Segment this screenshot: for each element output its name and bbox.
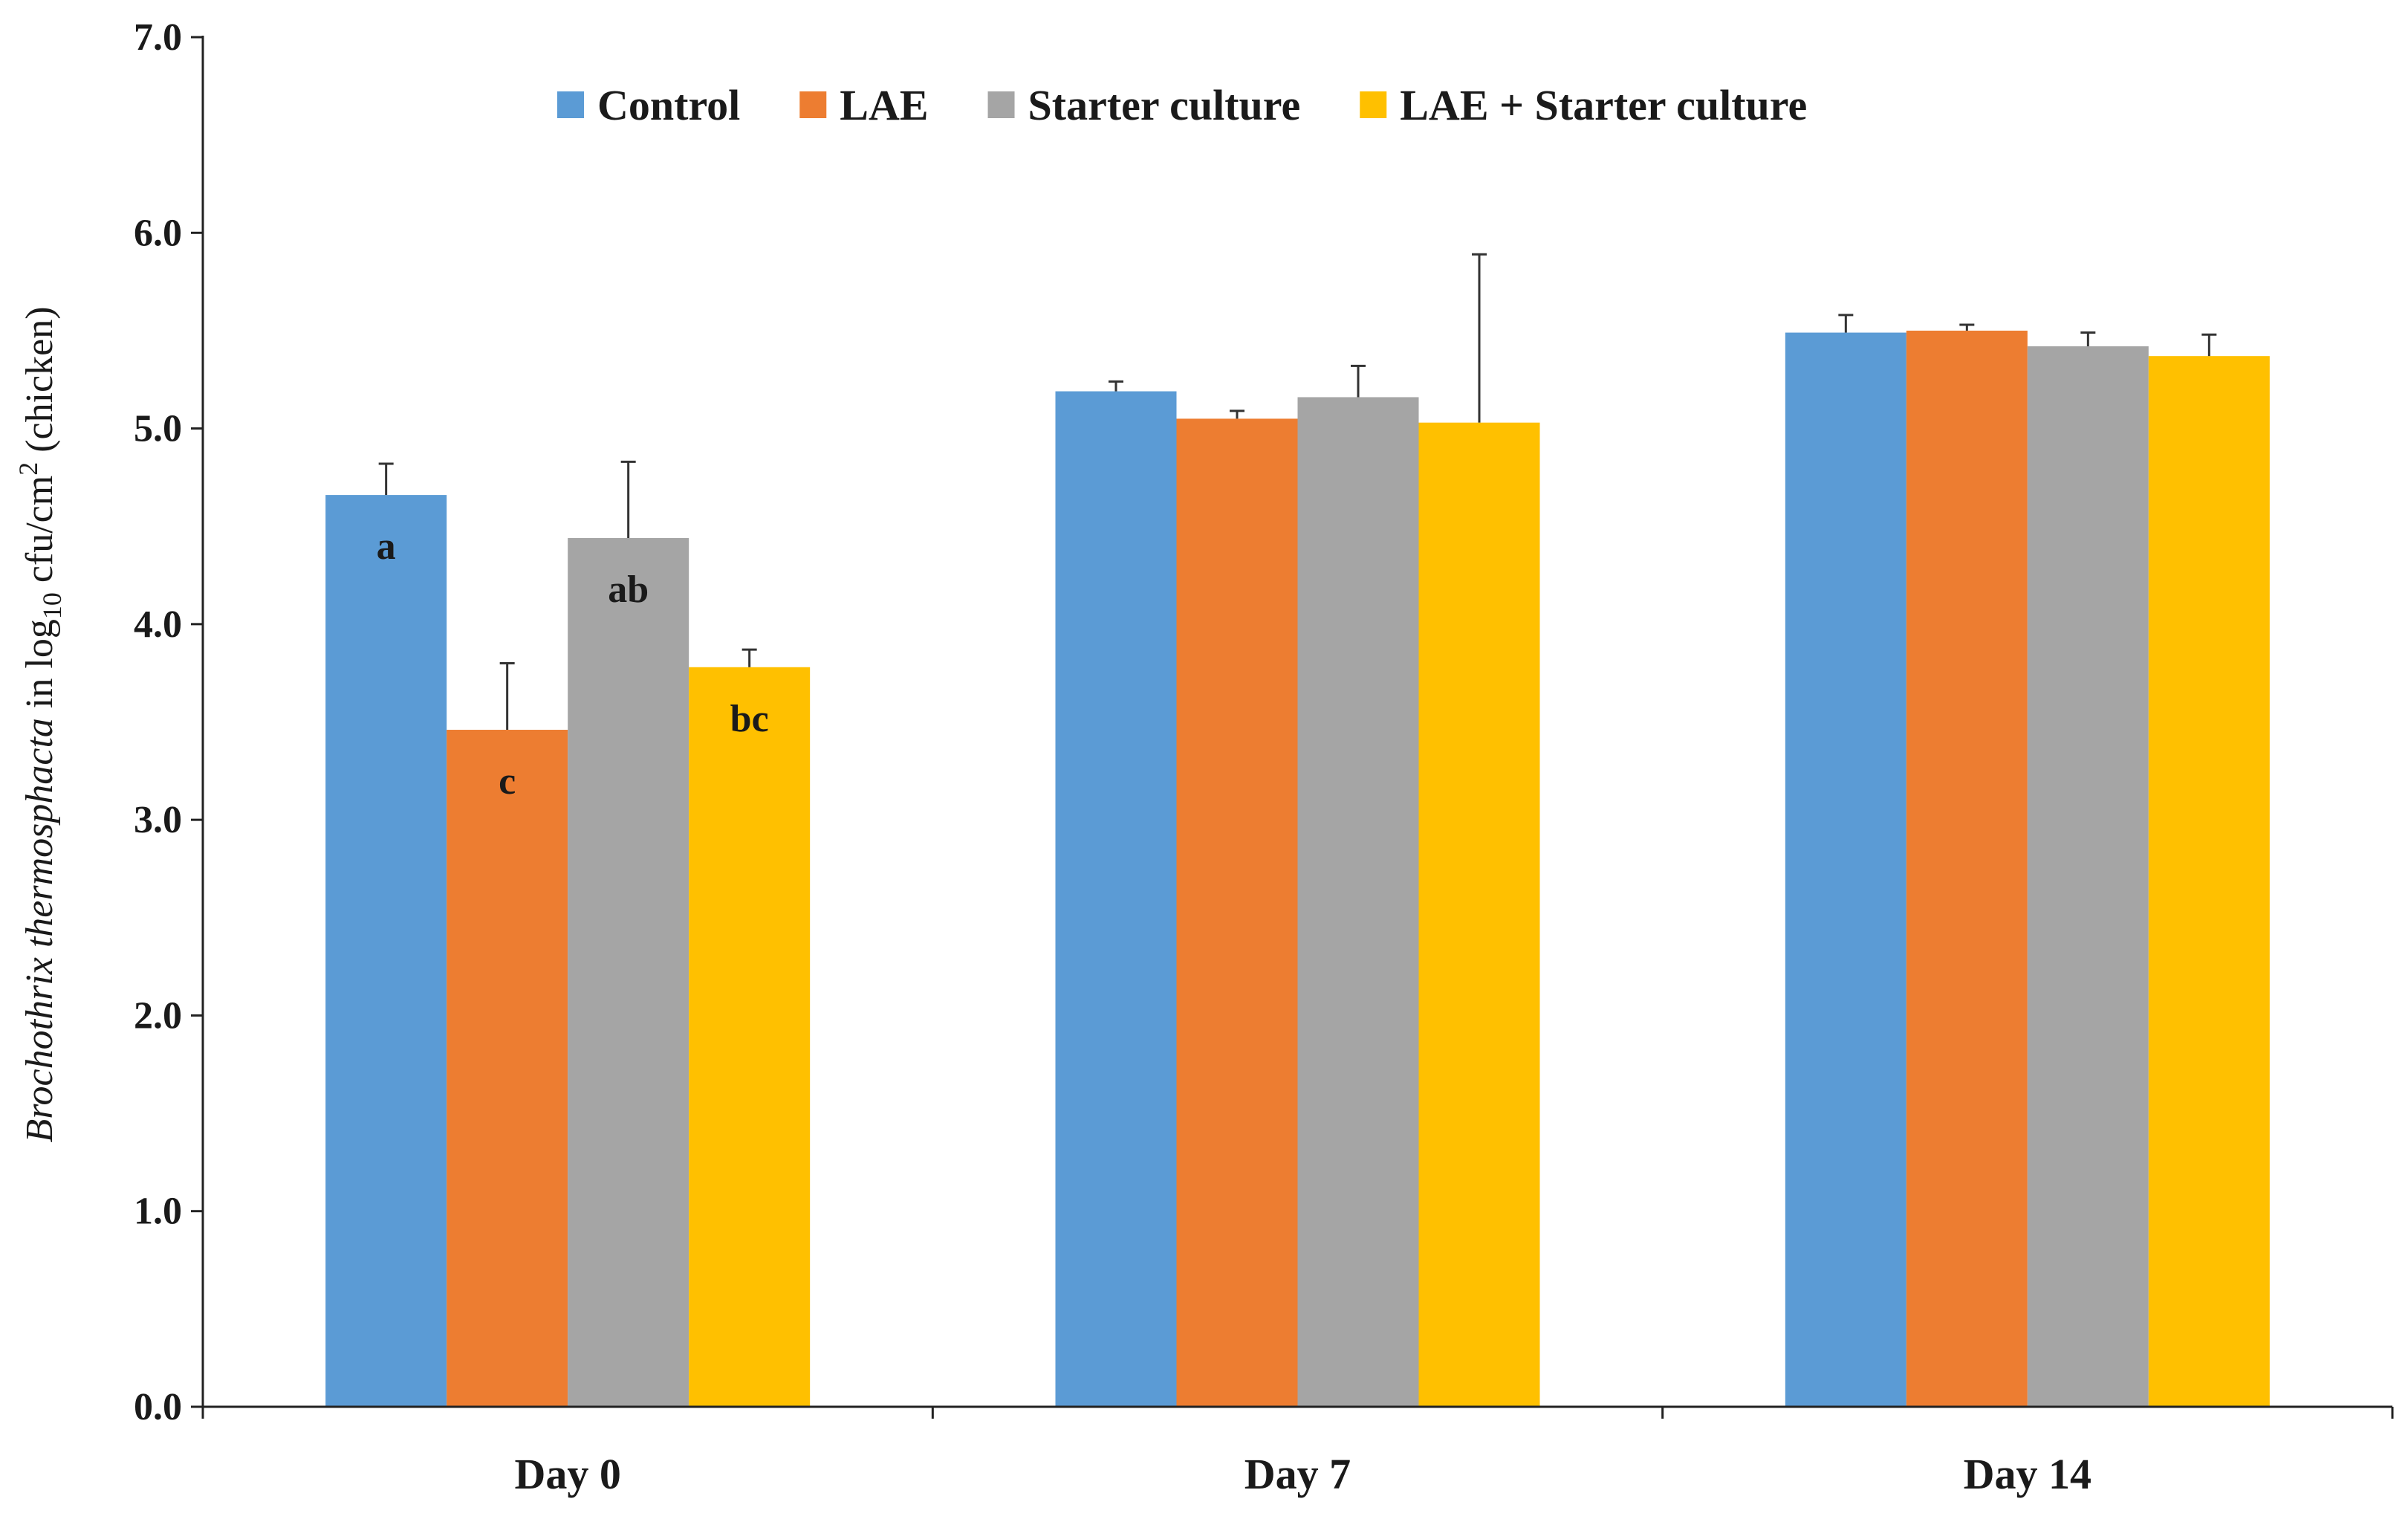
x-tick-label: Day 14: [1964, 1450, 2091, 1498]
y-tick-label: 1.0: [134, 1191, 182, 1233]
y-axis-label-italic: Brochothrix thermosphacta: [19, 718, 61, 1142]
bar: [1297, 397, 1419, 1407]
legend-label: LAE + Starter culture: [1400, 81, 1807, 129]
bar: [325, 495, 447, 1407]
y-tick-label: 5.0: [134, 408, 182, 450]
y-axis-label-part3: (chicken): [19, 306, 61, 461]
bar: [1906, 330, 2028, 1407]
y-tick-label: 2.0: [134, 994, 182, 1037]
bars: a c ab bc: [325, 253, 2270, 1408]
significance-label: c: [499, 760, 516, 803]
bar: [689, 667, 811, 1407]
y-tick-label: 7.0: [134, 16, 182, 59]
significance-label: bc: [730, 698, 769, 740]
bar: [1418, 422, 1540, 1407]
bar: [1176, 418, 1298, 1407]
y-tick-label: 0.0: [134, 1386, 182, 1428]
significance-label: a: [377, 525, 396, 568]
y-tick-label: 4.0: [134, 603, 182, 646]
bar: [447, 730, 568, 1407]
legend-swatch: [1360, 91, 1387, 118]
y-tick-label: 6.0: [134, 212, 182, 254]
legend-label: Control: [597, 81, 740, 129]
y-axis-label-part1: in log: [19, 619, 61, 718]
significance-label: ab: [608, 569, 649, 611]
y-axis-label: Brochothrix thermosphacta in log10 cfu/c…: [13, 306, 67, 1142]
bar: [1055, 391, 1177, 1407]
legend: Control LAE Starter culture LAE + Starter c…: [557, 81, 1807, 129]
x-axis: Day 0 Day 7 Day 14: [201, 1405, 2394, 1498]
bar: [2027, 346, 2149, 1407]
legend-label: LAE: [840, 81, 928, 129]
bar: [568, 538, 689, 1407]
y-axis-label-superscript: 2: [13, 462, 43, 476]
y-axis-label-subscript: 10: [37, 592, 67, 619]
legend-swatch: [799, 91, 827, 118]
legend-label: Starter culture: [1028, 81, 1301, 129]
y-tick-label: 3.0: [134, 799, 182, 841]
y-axis: 0.0 1.0 2.0 3.0 4.0 5.0 6.0 7.0: [134, 16, 204, 1428]
bar: [1785, 332, 1906, 1408]
x-tick-label: Day 0: [514, 1450, 620, 1498]
legend-swatch: [987, 91, 1015, 118]
legend-swatch: [557, 91, 584, 118]
y-axis-label-part2: cfu/cm: [19, 476, 61, 592]
x-tick-label: Day 7: [1244, 1450, 1351, 1498]
bar: [2148, 356, 2270, 1407]
